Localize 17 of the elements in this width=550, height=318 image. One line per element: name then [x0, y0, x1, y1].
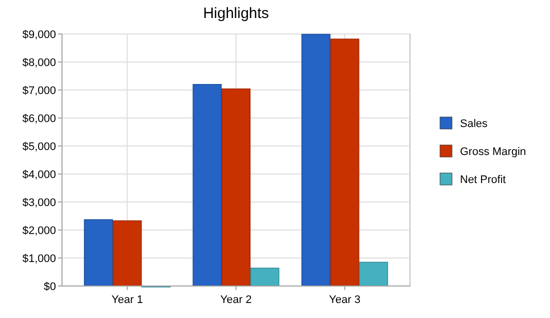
y-tick-label: $8,000 [22, 56, 56, 69]
x-tick-label: Year 1 [112, 294, 143, 306]
chart-title: Highlights [203, 5, 269, 22]
x-tick-label: Year 3 [329, 294, 360, 306]
legend-label: Gross Margin [460, 146, 526, 158]
y-tick-label: $6,000 [22, 112, 56, 125]
y-tick-label: $5,000 [22, 140, 56, 153]
x-tick-label: Year 2 [220, 294, 252, 306]
y-tick-label: $4,000 [22, 168, 56, 181]
y-tick-label: $7,000 [22, 84, 56, 97]
legend-label: Sales [460, 118, 488, 130]
y-tick-label: $2,000 [22, 224, 56, 237]
y-tick-label: $3,000 [22, 196, 56, 209]
legend-label: Net Profit [460, 174, 506, 186]
y-tick-label: $9,000 [22, 28, 56, 41]
y-tick-label: $1,000 [22, 252, 56, 265]
y-tick-label: $0 [44, 280, 56, 293]
